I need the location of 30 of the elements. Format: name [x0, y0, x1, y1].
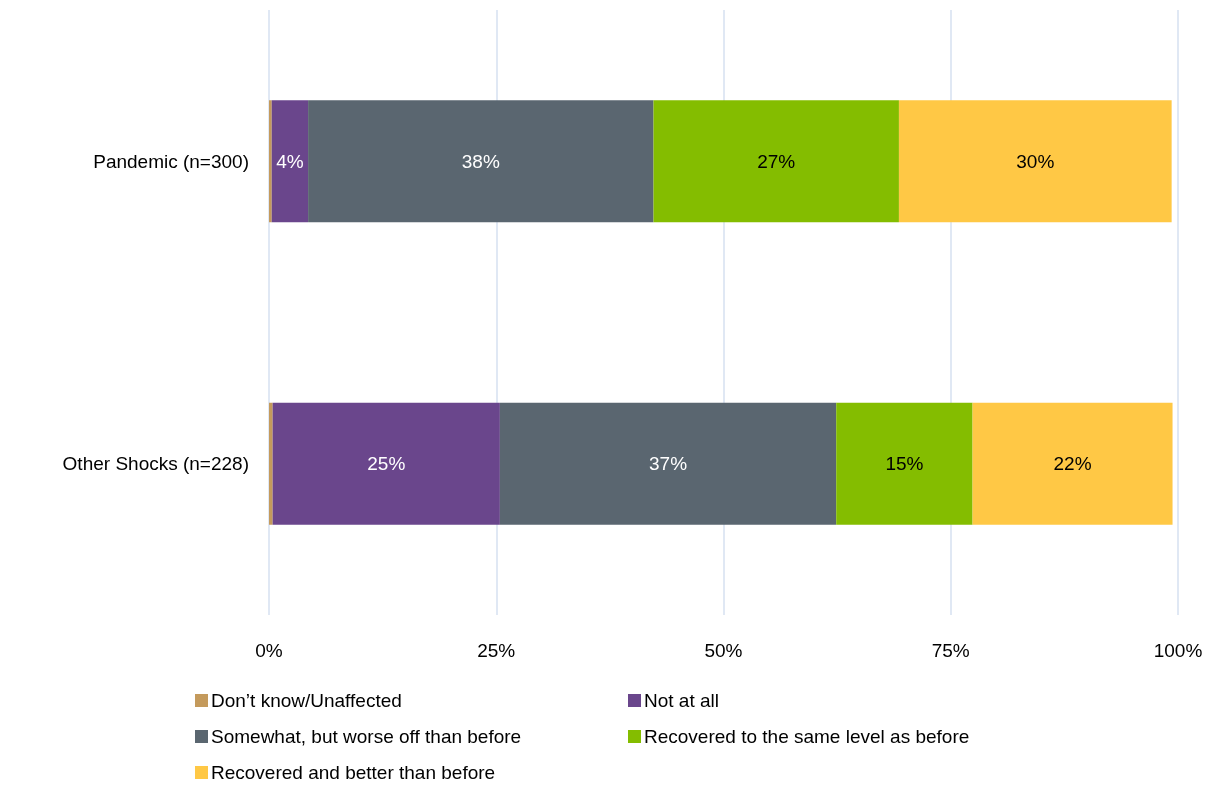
bar	[836, 402, 973, 525]
legend-label: Recovered to the same level as before	[644, 726, 970, 747]
data-label: 25%	[367, 453, 406, 475]
bar	[271, 100, 309, 223]
data-label: 27%	[757, 150, 796, 172]
data-label: 4%	[276, 150, 304, 172]
y-tick-label: Pandemic (n=300)	[93, 150, 249, 172]
bar	[269, 402, 273, 525]
bar	[499, 402, 837, 525]
data-label: 15%	[885, 453, 924, 475]
x-tick-label: 75%	[931, 640, 970, 661]
y-tick-label: Other Shocks (n=228)	[62, 453, 249, 475]
x-tick-label: 100%	[1153, 640, 1203, 661]
legend-label: Not at all	[644, 690, 719, 711]
data-label: 37%	[649, 453, 688, 475]
x-tick-label: 25%	[477, 640, 516, 661]
data-label: 30%	[1016, 150, 1055, 172]
legend-label: Somewhat, but worse off than before	[211, 726, 522, 747]
bar	[653, 100, 899, 223]
bar	[308, 100, 654, 223]
x-tick-label: 0%	[255, 640, 283, 661]
x-tick-label: 50%	[704, 640, 743, 661]
legend-label: Recovered and better than before	[211, 762, 496, 783]
bar	[272, 402, 500, 525]
legend-label: Don’t know/Unaffected	[211, 690, 402, 711]
bar	[972, 402, 1173, 525]
bar	[269, 100, 272, 223]
data-label: 22%	[1053, 453, 1092, 475]
data-label: 38%	[461, 150, 500, 172]
bar	[898, 100, 1172, 223]
